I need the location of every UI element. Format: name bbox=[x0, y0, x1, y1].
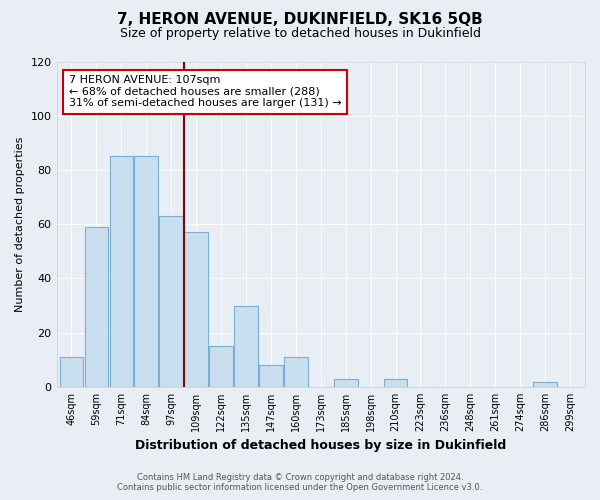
Bar bbox=[533, 382, 557, 387]
Bar bbox=[160, 216, 183, 387]
Text: Contains HM Land Registry data © Crown copyright and database right 2024.
Contai: Contains HM Land Registry data © Crown c… bbox=[118, 473, 482, 492]
Bar bbox=[85, 227, 108, 387]
Bar bbox=[259, 365, 283, 387]
X-axis label: Distribution of detached houses by size in Dukinfield: Distribution of detached houses by size … bbox=[135, 440, 506, 452]
Bar bbox=[284, 357, 308, 387]
Text: Size of property relative to detached houses in Dukinfield: Size of property relative to detached ho… bbox=[119, 28, 481, 40]
Bar bbox=[234, 306, 258, 387]
Bar bbox=[110, 156, 133, 387]
Y-axis label: Number of detached properties: Number of detached properties bbox=[15, 136, 25, 312]
Bar bbox=[384, 379, 407, 387]
Bar bbox=[59, 357, 83, 387]
Text: 7, HERON AVENUE, DUKINFIELD, SK16 5QB: 7, HERON AVENUE, DUKINFIELD, SK16 5QB bbox=[117, 12, 483, 28]
Bar bbox=[134, 156, 158, 387]
Text: 7 HERON AVENUE: 107sqm
← 68% of detached houses are smaller (288)
31% of semi-de: 7 HERON AVENUE: 107sqm ← 68% of detached… bbox=[69, 75, 341, 108]
Bar bbox=[184, 232, 208, 387]
Bar bbox=[334, 379, 358, 387]
Bar bbox=[209, 346, 233, 387]
